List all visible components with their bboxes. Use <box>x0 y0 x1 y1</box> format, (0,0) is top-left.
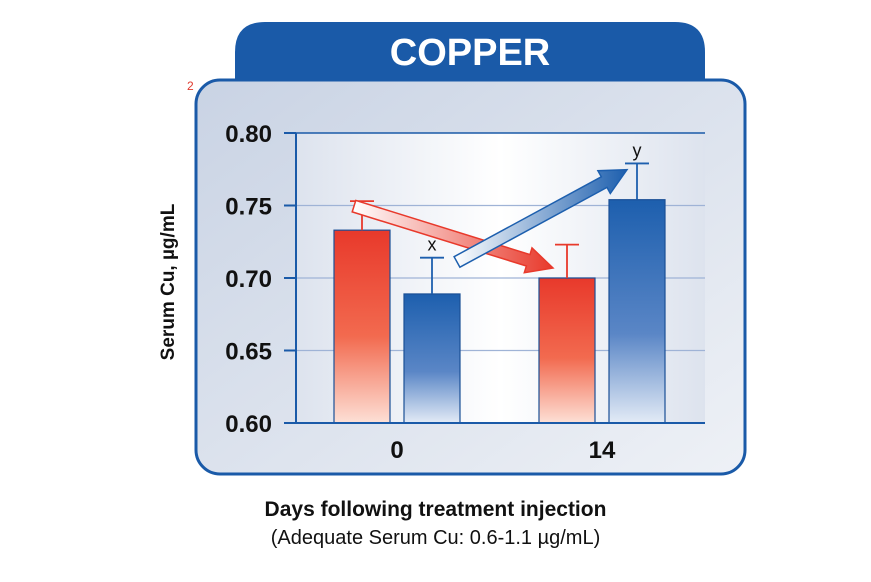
bar <box>538 277 596 424</box>
bars: xy <box>333 140 666 424</box>
significance-label: y <box>633 140 642 160</box>
x-axis-subtitle: (Adequate Serum Cu: 0.6-1.1 µg/mL) <box>270 527 601 549</box>
y-axis-label: Serum Cu, µg/mL <box>158 203 179 360</box>
title-tab <box>235 22 705 82</box>
note-marker: 2 <box>187 79 194 93</box>
x-tick-label: 14 <box>589 437 616 464</box>
bar <box>608 199 666 424</box>
y-tick-label: 0.80 <box>225 121 272 148</box>
x-tick-label: 0 <box>390 437 403 464</box>
x-axis-title: Days following treatment injection <box>264 498 607 521</box>
significance-label: x <box>428 235 437 255</box>
y-tick-label: 0.75 <box>225 194 272 221</box>
y-tick-label: 0.70 <box>225 266 272 293</box>
chart-title: COPPER <box>390 32 550 74</box>
trend-arrow-blue <box>453 168 629 269</box>
bar <box>333 229 391 424</box>
axes: 0.80 0.75 0.70 0.65 0.60 0 14 <box>225 121 705 464</box>
y-tick-label: 0.60 <box>225 411 272 438</box>
trend-arrows <box>351 168 629 274</box>
bar <box>403 293 461 424</box>
trend-arrow-red <box>351 199 555 274</box>
y-tick-label: 0.65 <box>225 339 272 366</box>
